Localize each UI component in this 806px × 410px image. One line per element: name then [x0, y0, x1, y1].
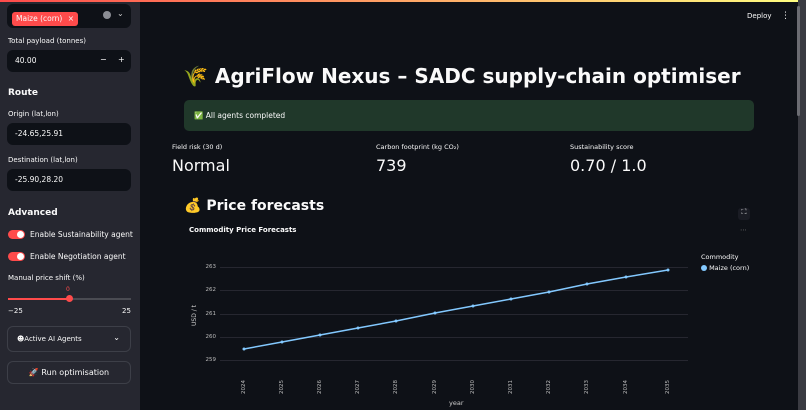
y-tick: 261: [205, 311, 217, 317]
negotiation-toggle[interactable]: [8, 252, 25, 261]
more-options-icon[interactable]: ⋯: [740, 226, 747, 234]
commodity-multiselect[interactable]: Maize (corn) × ⌄: [7, 4, 131, 28]
scrollbar[interactable]: [797, 6, 800, 116]
gridline: [220, 360, 688, 361]
metric-value-sustainability: 0.70 / 1.0: [570, 156, 647, 175]
x-tick: 2031: [508, 380, 514, 394]
window-edge: [798, 0, 806, 410]
y-tick: 263: [205, 264, 217, 270]
y-tick: 260: [205, 334, 217, 340]
x-tick: 2025: [279, 380, 285, 394]
sustainability-toggle[interactable]: [8, 230, 25, 239]
increment-button[interactable]: +: [118, 55, 125, 64]
metric-label-field-risk: Field risk (30 d): [172, 143, 223, 151]
deploy-button[interactable]: Deploy: [747, 12, 772, 20]
y-tick: 262: [205, 287, 217, 293]
success-alert: ✅ All agents completed: [184, 100, 754, 131]
legend-title: Commodity: [701, 253, 739, 261]
money-bag-icon: 💰: [184, 198, 202, 214]
x-tick: 2032: [546, 380, 552, 394]
main-menu-icon[interactable]: ⋮: [781, 11, 790, 21]
chevron-down-icon: ⌄: [113, 333, 120, 342]
fullscreen-icon[interactable]: ⛶: [738, 208, 750, 220]
price-line-plot[interactable]: [140, 0, 798, 410]
metric-value-field-risk: Normal: [172, 156, 230, 175]
active-agents-expander[interactable]: ☻Active AI Agents ⌄: [7, 326, 131, 352]
gridline: [220, 314, 688, 315]
destination-input[interactable]: -25.90,28.20: [7, 169, 131, 191]
payload-input[interactable]: 40.00 − +: [7, 50, 131, 72]
price-shift-slider[interactable]: [8, 295, 131, 302]
advanced-header: Advanced: [8, 208, 58, 218]
legend-item[interactable]: Maize (corn): [701, 264, 749, 272]
decrement-button[interactable]: −: [100, 55, 107, 64]
rice-icon: 🌾: [183, 64, 208, 88]
x-tick: 2024: [241, 380, 247, 394]
price-shift-label: Manual price shift (%): [8, 274, 85, 282]
gridline: [220, 267, 688, 268]
metric-label-sustainability: Sustainability score: [570, 143, 634, 151]
x-tick: 2030: [470, 380, 476, 394]
metric-label-carbon: Carbon footprint (kg CO₂): [376, 143, 459, 151]
gridline: [220, 290, 688, 291]
run-optimisation-button[interactable]: 🚀 Run optimisation: [7, 361, 131, 384]
slider-handle[interactable]: [66, 295, 73, 302]
payload-label: Total payload (tonnes): [8, 37, 86, 45]
top-accent-bar: [0, 0, 798, 2]
sustainability-toggle-label: Enable Sustainability agent: [30, 230, 133, 239]
x-tick: 2034: [623, 380, 629, 394]
x-tick: 2029: [432, 380, 438, 394]
chip-close-icon[interactable]: ×: [67, 14, 75, 23]
x-tick: 2026: [317, 380, 323, 394]
chart-title: Commodity Price Forecasts: [189, 226, 297, 234]
gridline: [220, 337, 688, 338]
sidebar: Maize (corn) × ⌄ Total payload (tonnes) …: [0, 0, 140, 410]
slider-fill: [8, 298, 69, 300]
main-content: Deploy ⋮ 🌾 AgriFlow Nexus – SADC supply-…: [140, 0, 798, 410]
clear-icon[interactable]: [103, 11, 111, 19]
metric-value-carbon: 739: [376, 156, 407, 175]
destination-label: Destination (lat,lon): [8, 156, 78, 164]
x-tick: 2028: [393, 380, 399, 394]
page-title: 🌾 AgriFlow Nexus – SADC supply-chain opt…: [183, 64, 741, 88]
x-tick: 2033: [584, 380, 590, 394]
chevron-down-icon[interactable]: ⌄: [117, 9, 124, 18]
check-icon: ✅: [194, 111, 204, 120]
x-tick: 2035: [665, 380, 671, 394]
slider-value: 0: [66, 286, 70, 293]
x-tick: 2027: [355, 380, 361, 394]
slider-min: −25: [8, 307, 23, 315]
slider-max: 25: [122, 307, 131, 315]
route-header: Route: [8, 88, 38, 98]
section-title: 💰 Price forecasts: [184, 198, 325, 214]
y-tick: 259: [205, 357, 217, 363]
origin-label: Origin (lat,lon): [8, 110, 59, 118]
legend-marker-icon: [701, 265, 707, 271]
commodity-chip[interactable]: Maize (corn) ×: [12, 12, 79, 26]
origin-input[interactable]: -24.65,25.91: [7, 123, 131, 145]
x-axis-label: year: [449, 399, 464, 407]
negotiation-toggle-label: Enable Negotiation agent: [30, 252, 126, 261]
